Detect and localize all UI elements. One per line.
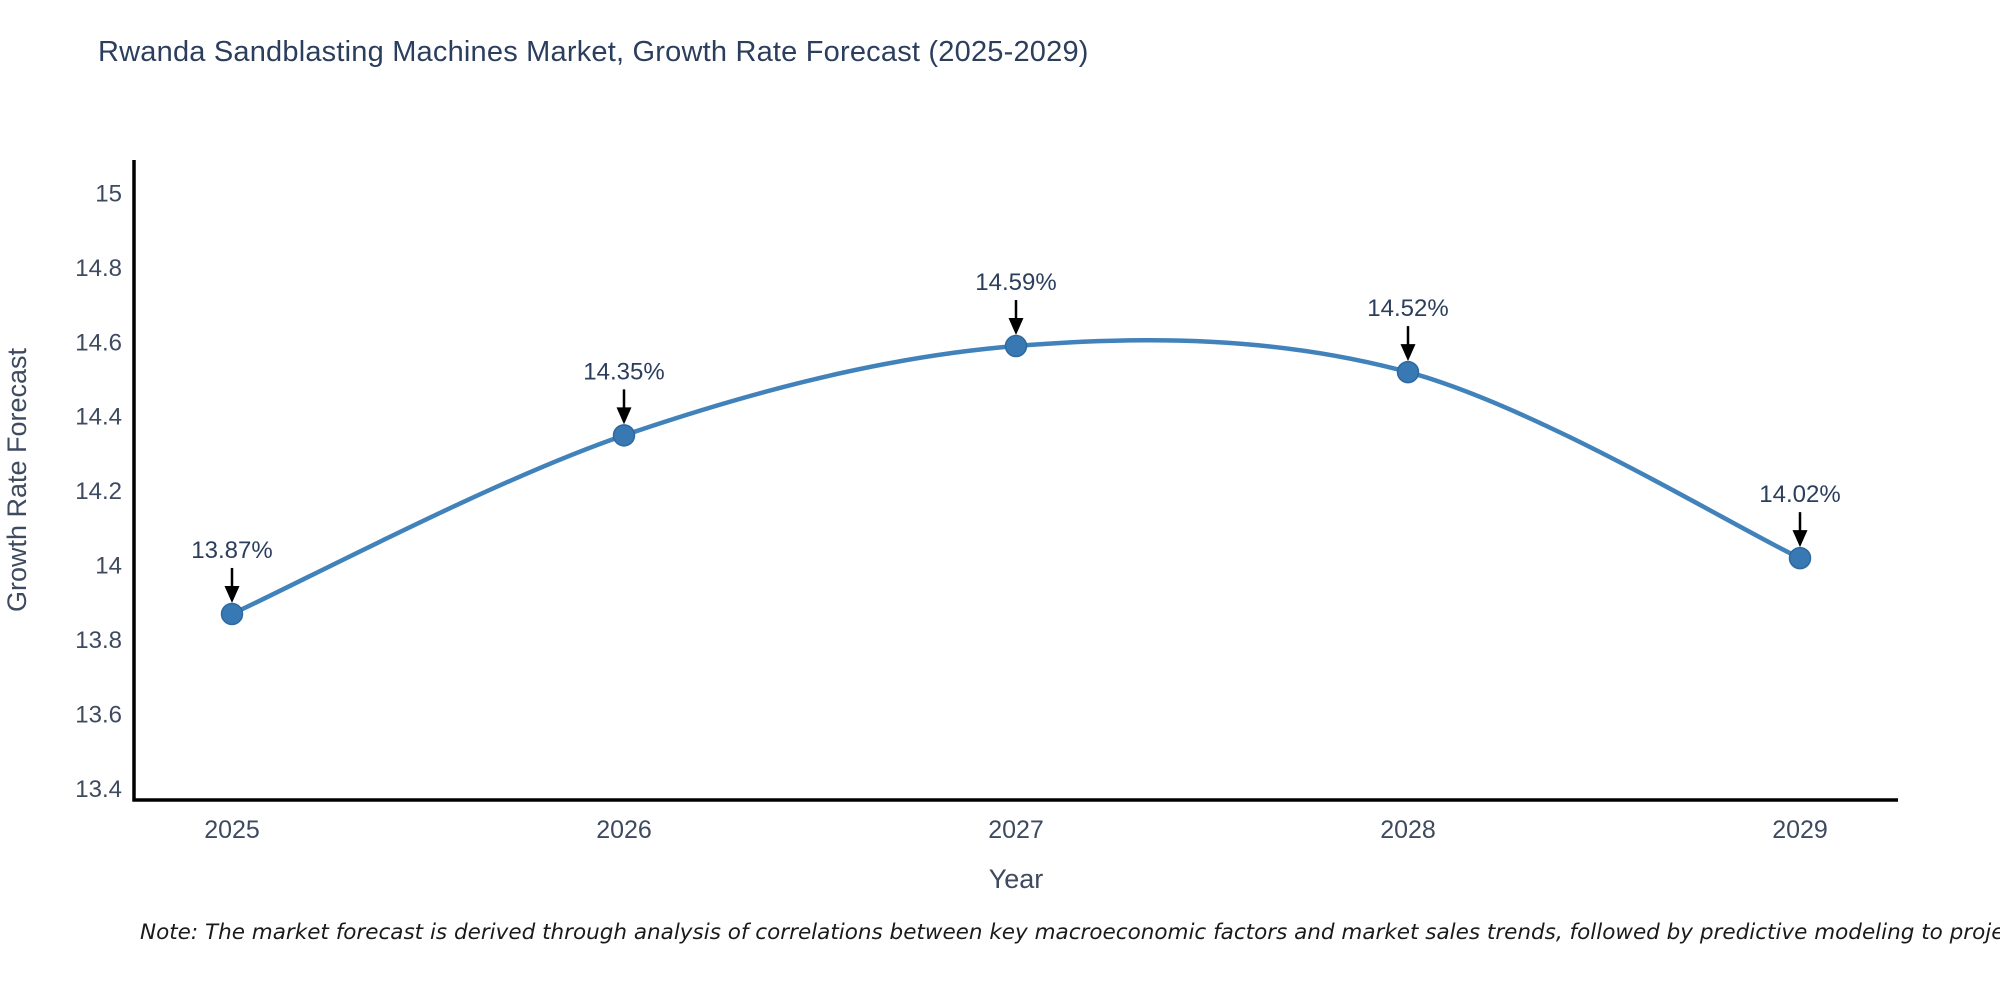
annotation-arrow-head xyxy=(616,407,632,425)
y-tick-label: 14.2 xyxy=(75,478,122,505)
axes-spines xyxy=(132,160,1898,802)
x-tick-label: 2028 xyxy=(1380,816,1436,844)
y-tick-label: 13.6 xyxy=(75,701,122,728)
y-tick-label: 14.8 xyxy=(75,255,122,282)
footnote: Note: The market forecast is derived thr… xyxy=(140,920,2000,945)
x-axis-title: Year xyxy=(989,864,1044,894)
data-point-label: 14.35% xyxy=(583,358,664,385)
y-tick-label: 13.4 xyxy=(75,776,122,803)
y-tick-label: 13.8 xyxy=(75,627,122,654)
y-tick-label: 14.4 xyxy=(75,404,122,431)
annotation-arrow-head xyxy=(1792,530,1808,548)
y-tick-label: 14 xyxy=(95,553,122,580)
data-point-label: 14.59% xyxy=(975,269,1056,296)
data-point-marker xyxy=(1004,334,1028,358)
y-tick-label: 15 xyxy=(95,180,122,207)
chart-title: Rwanda Sandblasting Machines Market, Gro… xyxy=(98,36,1089,68)
x-tick-label: 2025 xyxy=(204,816,260,844)
annotation-arrow-head xyxy=(1008,318,1024,336)
x-tick-label: 2027 xyxy=(988,816,1044,844)
data-point-label: 14.02% xyxy=(1759,481,1840,508)
data-point-marker xyxy=(1396,360,1420,384)
data-point-marker xyxy=(220,602,244,626)
annotation-arrow-head xyxy=(1400,344,1416,362)
annotation-arrow-head xyxy=(224,585,240,603)
forecast-line xyxy=(229,338,1803,617)
y-tick-label: 14.6 xyxy=(75,329,122,356)
data-point-label: 14.52% xyxy=(1367,295,1448,322)
data-point-marker xyxy=(1788,546,1812,570)
line-chart-canvas: 13.4 13.6 13.8 14 14.2 14.4 14.6 14.8 15 2025 2026… xyxy=(2,160,1898,894)
x-tick-label: 2026 xyxy=(596,816,652,844)
data-point-label: 13.87% xyxy=(191,537,272,564)
data-point-marker xyxy=(612,424,636,447)
x-tick-label: 2029 xyxy=(1772,816,1828,844)
y-axis-title: Growth Rate Forecast xyxy=(2,347,32,612)
